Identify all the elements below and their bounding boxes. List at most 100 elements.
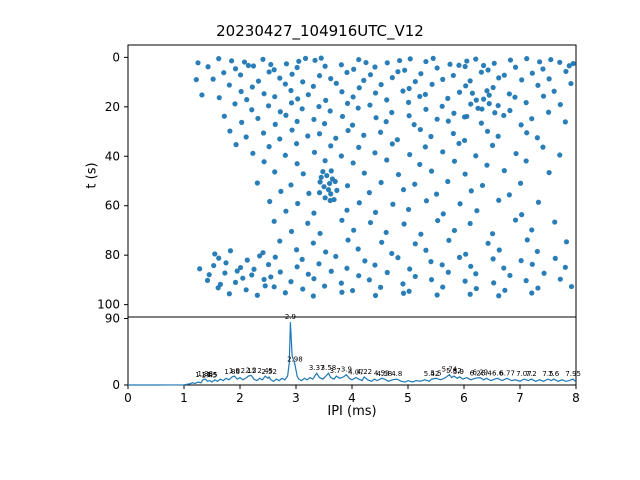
scatter-point	[400, 281, 406, 287]
scatter-point	[355, 105, 361, 111]
scatter-point	[294, 118, 300, 125]
scatter-point	[226, 291, 232, 297]
scatter-point	[418, 231, 424, 237]
scatter-point	[568, 80, 574, 87]
scatter-point	[327, 180, 333, 187]
scatter-point	[523, 158, 529, 164]
scatter-point	[210, 76, 216, 82]
scatter-point	[245, 62, 251, 69]
scatter-point	[277, 269, 283, 275]
scatter-point	[440, 149, 446, 155]
scatter-point	[445, 95, 451, 102]
scatter-point	[534, 135, 540, 141]
scatter-point	[484, 128, 491, 134]
scatter-point	[249, 107, 255, 113]
peak-annotation-label: 3.37	[309, 364, 325, 372]
scatter-point	[277, 109, 283, 115]
scatter-point	[328, 268, 334, 274]
scatter-point	[232, 279, 239, 285]
scatter-point	[372, 292, 379, 299]
scatter-point	[251, 266, 257, 272]
scatter-point	[467, 220, 473, 227]
scatter-point	[545, 109, 552, 115]
scatter-point	[356, 200, 362, 206]
peak-annotation-label: 7.5	[542, 370, 553, 378]
scatter-point	[278, 188, 284, 194]
scatter-point	[250, 63, 257, 69]
scatter-point	[322, 63, 328, 69]
scatter-point	[317, 179, 323, 185]
scatter-point	[473, 56, 479, 62]
scatter-point	[268, 61, 274, 68]
scatter-point	[422, 91, 428, 98]
scatter-point	[260, 56, 266, 62]
scatter-point	[529, 227, 535, 233]
scatter-point	[451, 227, 458, 234]
scatter-point	[501, 168, 507, 174]
x-tick-label: 5	[404, 391, 412, 405]
scatter-point	[428, 259, 434, 265]
scatter-point	[272, 254, 278, 260]
scatter-point	[439, 103, 445, 109]
scatter-point	[229, 58, 235, 64]
scatter-point	[429, 81, 435, 87]
scatter-point	[384, 60, 390, 66]
scatter-point	[395, 69, 401, 75]
scatter-point	[546, 169, 552, 176]
scatter-point	[430, 55, 436, 61]
scatter-point	[540, 93, 547, 99]
scatter-point	[265, 261, 272, 268]
scatter-point	[529, 116, 535, 122]
scatter-point	[350, 94, 356, 100]
scatter-point	[328, 76, 334, 82]
scatter-point	[344, 207, 350, 213]
scatter-point	[562, 119, 568, 125]
scatter-point	[501, 112, 507, 119]
scatter-point	[456, 140, 462, 147]
scatter-point	[334, 187, 340, 193]
scatter-point	[570, 60, 576, 67]
scatter-point	[294, 161, 300, 167]
scatter-point	[423, 106, 429, 112]
scatter-point	[491, 60, 497, 66]
scatter-point	[402, 67, 408, 73]
scatter-point	[367, 102, 373, 108]
scatter-point	[305, 220, 311, 226]
scatter-point	[456, 254, 463, 261]
scatter-point	[473, 153, 479, 159]
peak-annotation-label: 7.6	[548, 370, 560, 378]
scatter-point	[306, 190, 312, 196]
scatter-point	[551, 88, 557, 94]
scatter-point	[277, 75, 283, 81]
peak-annotation-label: 6.2	[470, 369, 481, 377]
scatter-point	[507, 57, 514, 63]
scatter-point	[238, 88, 244, 95]
scatter-point	[496, 247, 502, 253]
peak-annotation-label: 2.45	[257, 367, 273, 375]
peak-annotation-label: 6.77	[499, 369, 515, 377]
scatter-point	[541, 270, 547, 276]
scatter-point	[495, 133, 501, 139]
scatter-point	[395, 171, 402, 178]
scatter-point	[349, 122, 356, 128]
scatter-point	[491, 280, 497, 286]
peak-annotation-label: 2.9	[285, 313, 296, 321]
scatter-point	[373, 115, 379, 121]
peak-annotation-label: 2.98	[287, 355, 303, 363]
scatter-point	[481, 62, 487, 69]
scatter-point	[384, 269, 390, 276]
peak-annotation-label: 3.9	[341, 366, 352, 374]
scatter-point	[492, 110, 498, 116]
scatter-point	[540, 144, 546, 150]
scatter-point	[417, 126, 423, 133]
scatter-point	[345, 127, 351, 134]
scatter-point	[445, 269, 451, 275]
scatter-point	[311, 210, 317, 216]
scatter-point	[272, 121, 278, 127]
scatter-point	[296, 58, 302, 64]
scatter-point	[412, 241, 418, 247]
scatter-point	[440, 76, 446, 82]
scatter-point	[568, 283, 575, 290]
scatter-point	[355, 246, 361, 252]
